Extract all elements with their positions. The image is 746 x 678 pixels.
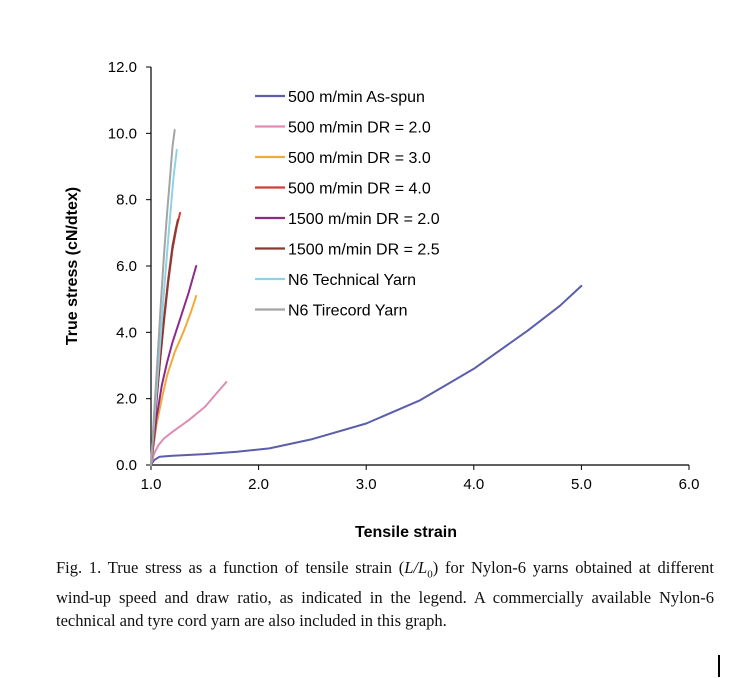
y-tick-label: 2.0 <box>116 391 137 408</box>
y-tick-label: 0.0 <box>116 457 137 474</box>
series-line <box>150 129 176 466</box>
series-layer <box>150 129 583 466</box>
chart-figure: 1.0 2.0 3.0 4.0 5.0 6.0 0.0 2.0 4.0 6.0 8.0 10.0 12.… <box>64 59 699 541</box>
legend-label: N6 Technical Yarn <box>288 272 416 289</box>
y-axis-label: True stress (cN/dtex) <box>64 187 81 345</box>
x-tick-label: 1.0 <box>141 476 162 493</box>
caption-text-before: True stress as a function of tensile str… <box>107 558 405 577</box>
legend-label: 500 m/min As-spun <box>288 89 425 106</box>
y-tick-label: 10.0 <box>108 125 137 142</box>
chart-axes: 1.0 2.0 3.0 4.0 5.0 6.0 0.0 2.0 4.0 6.0 8.0 10.0 12.… <box>64 59 699 541</box>
series-line <box>150 284 583 466</box>
caption-fig-label: Fig. 1. <box>56 558 102 577</box>
x-tick-label: 3.0 <box>356 476 377 493</box>
caption-text-after: ) for Nylon-6 yarns obtained at differen… <box>56 558 715 631</box>
caption-formula-subscript: 0 <box>427 568 433 581</box>
x-tick-label: 4.0 <box>463 476 484 493</box>
figure-caption: Fig. 1. True stress as a function of ten… <box>56 556 714 632</box>
series-line <box>150 148 178 466</box>
legend-label: 500 m/min DR = 2.0 <box>288 120 431 137</box>
x-tick-label: 2.0 <box>248 476 269 493</box>
caption-formula-l: L <box>404 558 414 577</box>
x-tick-label: 5.0 <box>571 476 592 493</box>
legend-label: 1500 m/min DR = 2.0 <box>288 211 440 228</box>
legend-label: 500 m/min DR = 4.0 <box>288 181 431 198</box>
legend-label: N6 Tirecord Yarn <box>288 303 407 320</box>
series-line <box>150 265 198 466</box>
y-tick-label: 4.0 <box>116 324 137 341</box>
y-tick-label: 8.0 <box>116 192 137 209</box>
caption-formula-sep: / <box>413 558 418 577</box>
x-axis-label: Tensile strain <box>355 524 457 541</box>
chart-legend: 500 m/min As-spun 500 m/min DR = 2.0 500 m… <box>255 89 440 320</box>
legend-label: 500 m/min DR = 3.0 <box>288 150 431 167</box>
x-tick-label: 6.0 <box>679 476 700 493</box>
series-line <box>150 294 198 466</box>
chart-svg: 1.0 2.0 3.0 4.0 5.0 6.0 0.0 2.0 4.0 6.0 8.0 10.0 12.… <box>64 59 699 541</box>
caption-formula-l0: L <box>418 558 428 577</box>
legend-label: 1500 m/min DR = 2.5 <box>288 242 440 259</box>
y-tick-label: 6.0 <box>116 258 137 275</box>
text-cursor <box>718 655 720 677</box>
y-tick-label: 12.0 <box>108 59 137 76</box>
series-line <box>150 381 228 466</box>
